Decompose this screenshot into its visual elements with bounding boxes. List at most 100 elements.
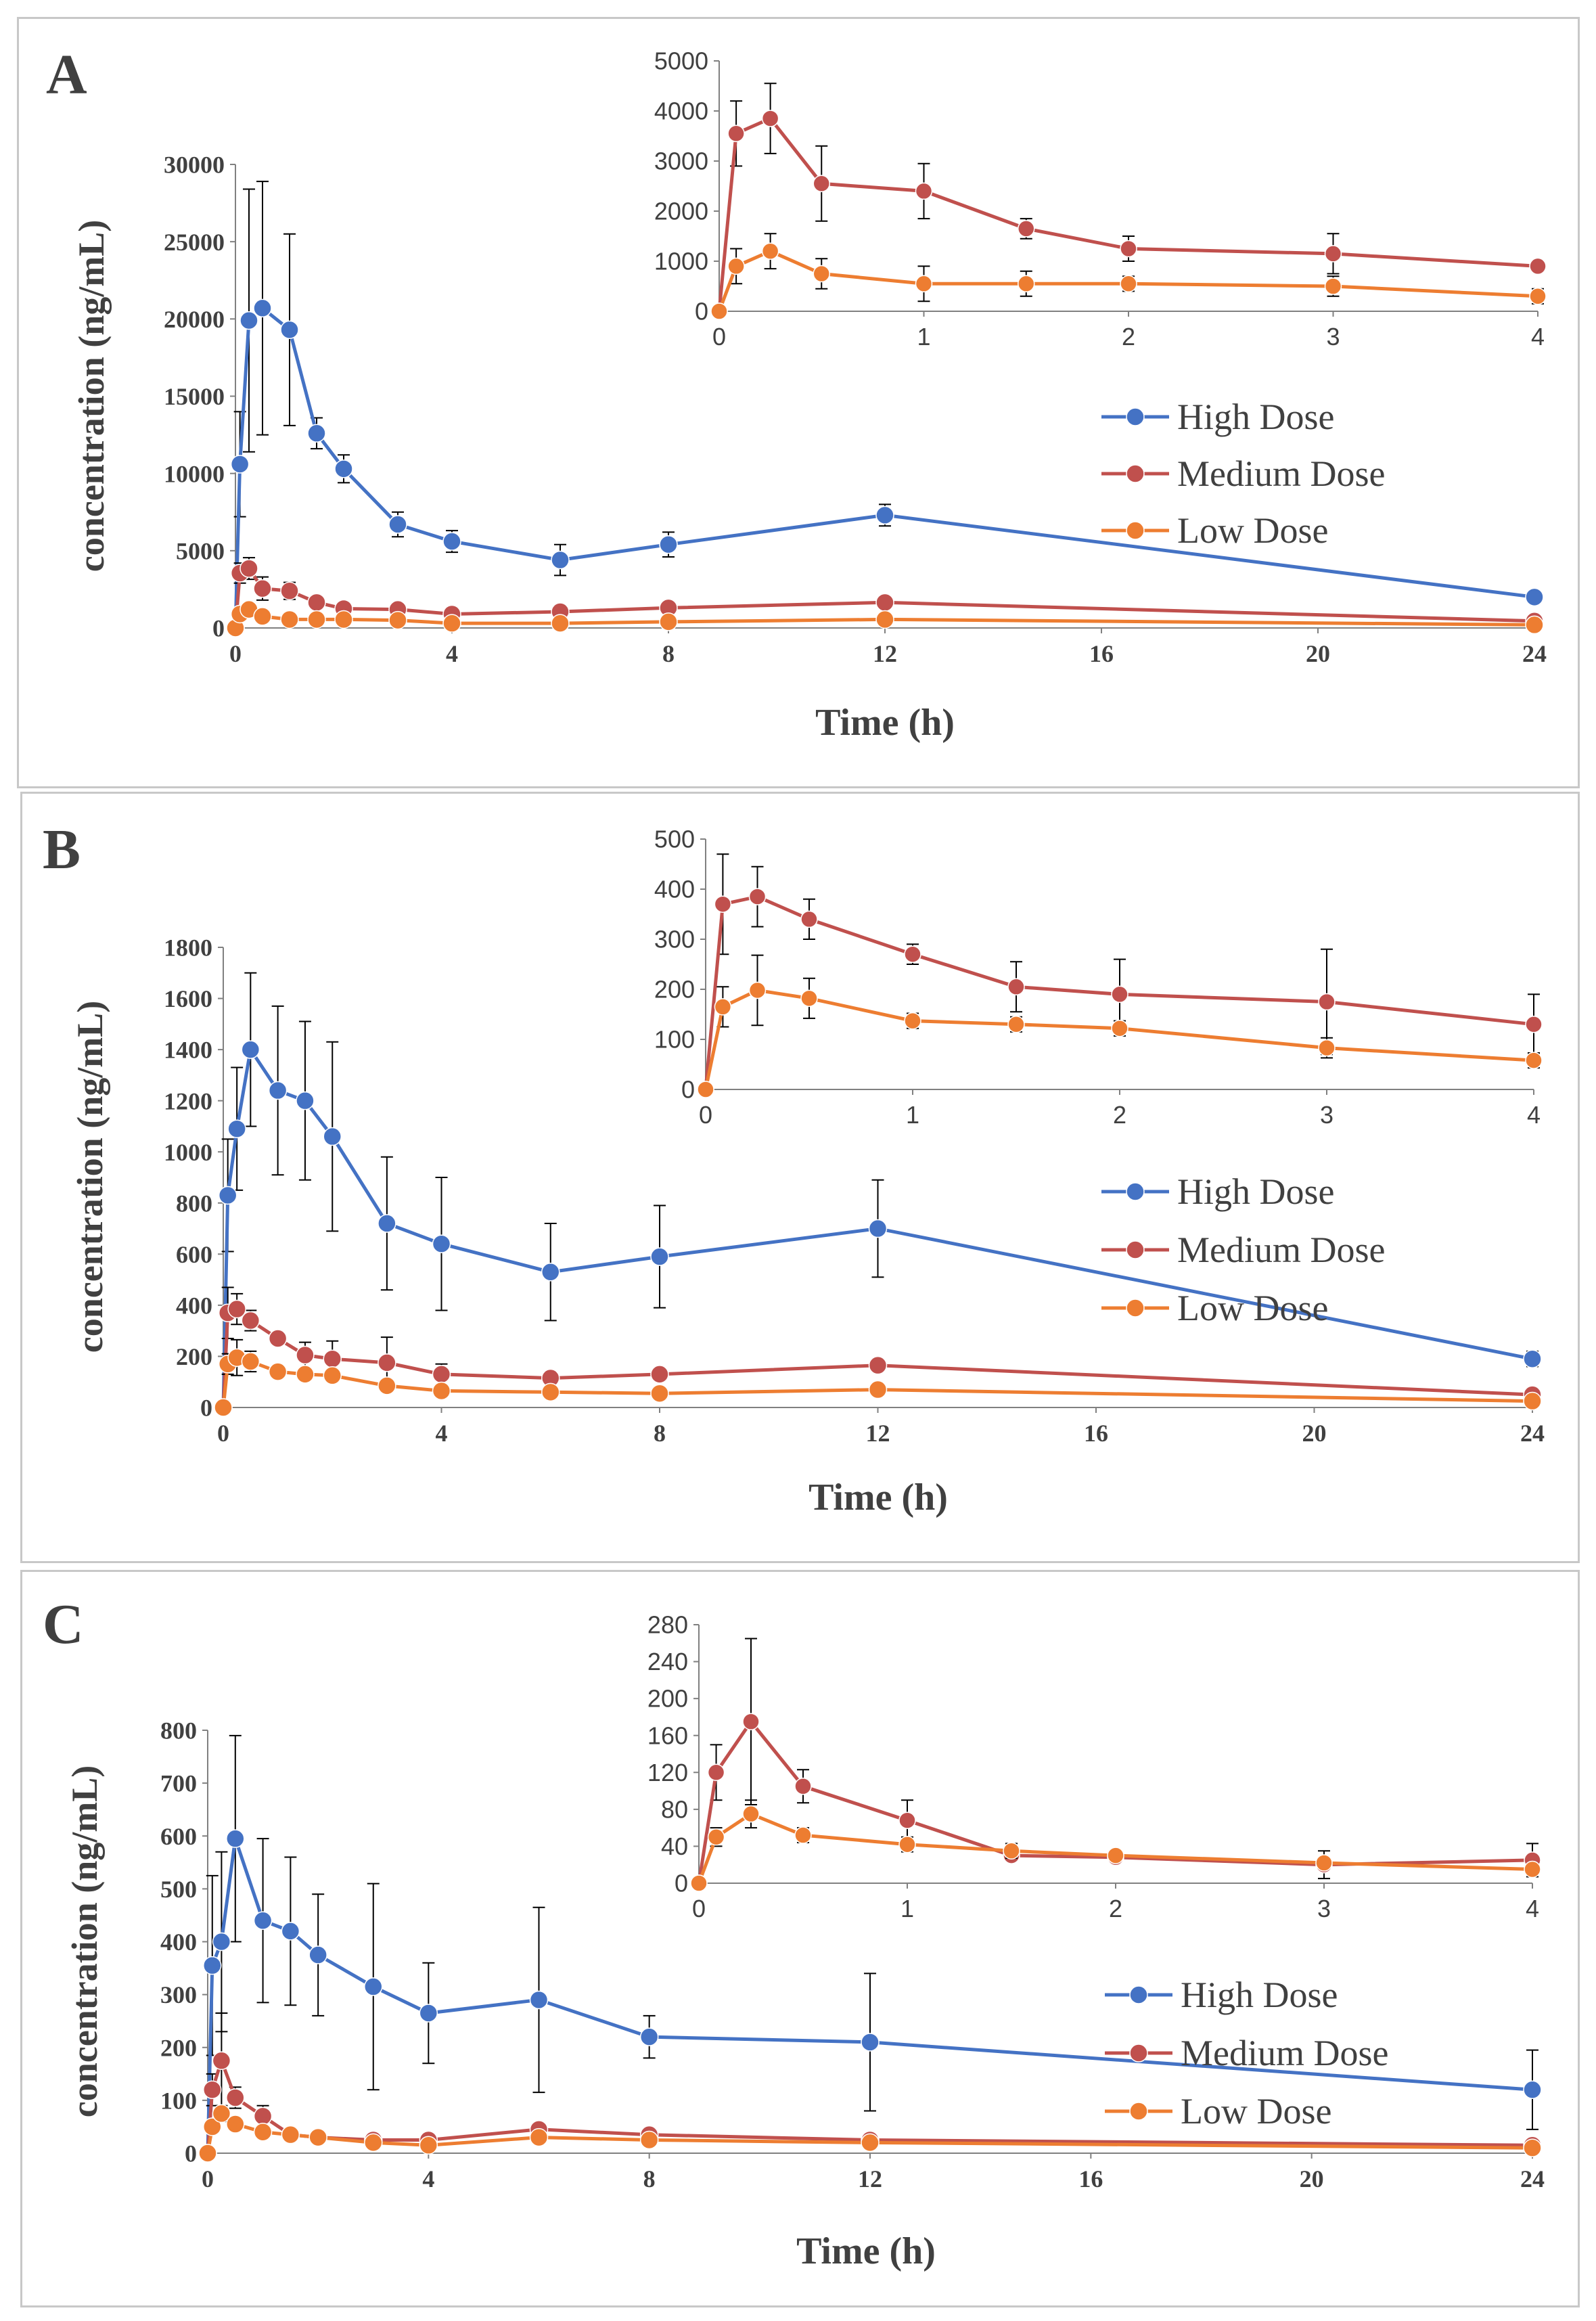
main-c-y-tick-label: 800 (160, 1717, 197, 1744)
main-b-low-dose-point (650, 1384, 669, 1403)
main-b-y-tick-label: 1200 (164, 1087, 212, 1114)
legend-c-low-dose-label: Low Dose (1181, 2091, 1331, 2132)
x-axis-title-a: Time (h) (815, 702, 955, 744)
main-a-y-tick-label: 25000 (164, 229, 225, 256)
main-b-high-dose-point (650, 1247, 669, 1266)
inset-b-y-tick-label: 100 (654, 1026, 695, 1054)
main-a-x-tick-label: 16 (1089, 640, 1114, 667)
main-a-low-dose-point (875, 610, 894, 629)
main-b-low-dose-point (541, 1382, 560, 1402)
main-b-high-dose-point (378, 1214, 396, 1233)
main-a-high-dose-point (1525, 587, 1544, 607)
main-b-y-tick-label: 0 (200, 1395, 212, 1422)
chart-a-svg: A0 4 8 12 16 20 240500010000150002000025000300… (46, 43, 1547, 744)
main-a-x-tick-label: 24 (1522, 640, 1547, 667)
main-b-y-tick-label: 1000 (164, 1139, 212, 1166)
inset-b-medium-dose-point (904, 945, 921, 963)
main-c-x-tick-label: 16 (1078, 2165, 1103, 2192)
inset-a-medium-dose-point (1120, 240, 1137, 258)
main-c-high-dose-point (861, 2033, 880, 2052)
inset-c-y-tick-label: 0 (675, 1870, 688, 1897)
panel-a: A 0 4 8 12 16 20 24 0 5000 10000 15000 20000 25000 300… (17, 17, 1580, 788)
main-b-low-dose-point (323, 1366, 342, 1385)
main-a-high-dose-point (388, 515, 407, 534)
main-c-low-dose-point (639, 2130, 659, 2150)
main-a-x-tick-label: 8 (662, 640, 675, 667)
main-b-medium-dose-point (650, 1365, 669, 1384)
main-b-y-tick-label: 1800 (164, 934, 212, 962)
y-axis-title-b: concentration (ng/mL) (70, 1001, 110, 1353)
inset-a-medium-dose-point (1018, 220, 1035, 238)
inset-b-low-dose-point (697, 1081, 714, 1098)
inset-a-low-dose-point (710, 302, 728, 320)
main-b-y-tick-label: 200 (176, 1343, 212, 1370)
inset-b-y-tick-label: 500 (654, 826, 695, 853)
inset-a-x-tick-label: 2 (1122, 323, 1135, 351)
main-a-high-dose-point (875, 505, 894, 525)
legend-c-high-dose-swatch-marker (1129, 1985, 1148, 2004)
inset-a-x-tick-label: 3 (1326, 323, 1340, 351)
y-axis-title-a: concentration (ng/mL) (71, 220, 112, 572)
main-c-high-dose-point (226, 1829, 245, 1848)
main-c-low-dose-point (529, 2127, 549, 2147)
main-c-y-tick-label: 200 (160, 2034, 197, 2061)
inset-b-x-tick-label: 3 (1320, 1101, 1333, 1129)
inset-a-medium-dose-point (1324, 245, 1342, 263)
panel-b: B 0 4 8 12 16 20 24 0 200 400 600 800 1000 1200 1400 160… (20, 792, 1580, 1563)
inset-c-x-tick-label: 0 (692, 1895, 706, 1922)
legend-a-high-dose-swatch-marker (1126, 407, 1145, 426)
inset-a-low-dose-point (761, 242, 779, 260)
inset-a-low-dose-point (1120, 275, 1137, 293)
main-b-medium-dose-point (868, 1355, 888, 1375)
main-a-high-dose-point (240, 311, 258, 330)
main-c-high-dose-point (529, 1990, 549, 2010)
main-a-y-tick-label: 30000 (164, 152, 225, 179)
main-a-low-dose-point (442, 614, 461, 633)
main-c-high-dose-point (639, 2027, 659, 2046)
legend-c-low-dose-swatch-marker (1129, 2102, 1148, 2121)
main-c-x-tick-label: 0 (202, 2165, 214, 2192)
panel-c: C 0 4 8 12 16 20 24 0 100 200 300 400 500 600 700 800 Tim… (20, 1570, 1580, 2307)
inset-a-y-tick-label: 2000 (654, 198, 708, 225)
main-a-low-dose-point (307, 610, 326, 629)
main-c-y-tick-label: 500 (160, 1876, 197, 1903)
inset-a-medium-dose-point (761, 110, 779, 127)
main-c-low-dose-point (226, 2115, 245, 2134)
main-c-high-dose-point (419, 2004, 438, 2023)
main-b-low-dose-point (868, 1380, 888, 1399)
inset-c-medium-dose-point (794, 1778, 812, 1795)
inset-b-y-tick-label: 0 (681, 1076, 695, 1104)
main-b-low-dose-point (1523, 1391, 1542, 1411)
inset-c-x-tick-label: 1 (900, 1895, 914, 1922)
inset-c-y-tick-label: 80 (661, 1795, 688, 1823)
legend-a-medium-dose-swatch-marker (1126, 464, 1145, 483)
main-b-y-tick-label: 1600 (164, 985, 212, 1012)
main-a-high-dose-point (442, 532, 461, 551)
inset-c-low-dose-point (1315, 1854, 1333, 1872)
x-axis-title-b: Time (h) (808, 1477, 948, 1518)
inset-c-low-dose-point (794, 1826, 812, 1844)
main-c-low-dose-point (364, 2133, 383, 2153)
main-b-low-dose-point (241, 1352, 260, 1371)
main-b-high-dose-point (296, 1091, 315, 1110)
inset-b-low-dose-point (1007, 1016, 1025, 1033)
main-c-low-dose-point (861, 2133, 880, 2153)
inset-c-low-dose-point (690, 1874, 708, 1892)
main-a-high-dose-point (659, 535, 678, 554)
inset-b-medium-dose-point (1111, 985, 1128, 1004)
main-c-high-dose-point (253, 1911, 273, 1930)
inset-b-x-tick-label: 0 (699, 1101, 712, 1129)
main-b-high-dose-point (241, 1040, 260, 1059)
inset-a-low-dose-point (915, 275, 933, 293)
main-b-medium-dose-point (268, 1329, 288, 1348)
inset-b-low-dose-point (1318, 1039, 1336, 1057)
main-b-medium-dose-point (296, 1345, 315, 1365)
inset-b-x-tick-label: 4 (1527, 1101, 1541, 1129)
main-b-y-tick-label: 600 (176, 1241, 212, 1268)
legend-b-medium-dose-label: Medium Dose (1177, 1230, 1385, 1270)
main-c-low-dose-point (309, 2127, 327, 2147)
main-b-y-tick-label: 400 (176, 1292, 212, 1319)
inset-b-low-dose-point (904, 1012, 921, 1030)
main-a-low-dose-point (551, 614, 570, 633)
main-c-low-dose-point (419, 2136, 438, 2155)
